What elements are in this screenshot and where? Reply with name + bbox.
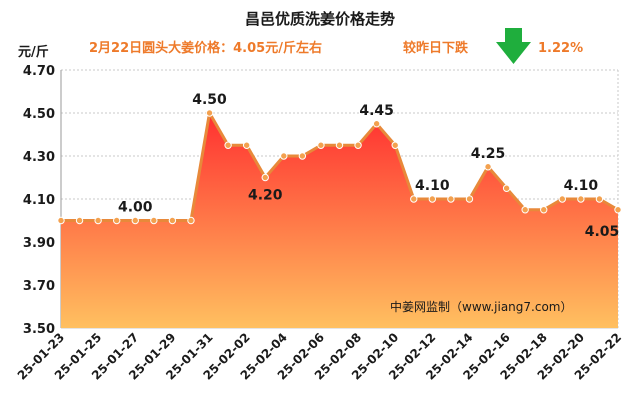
y-tick-label: 4.10	[23, 193, 55, 208]
data-point	[577, 195, 585, 203]
data-point	[94, 216, 102, 225]
data-point	[354, 141, 362, 149]
data-point	[168, 216, 177, 225]
data-label: 4.10	[415, 178, 450, 194]
data-point	[298, 152, 307, 160]
data-point	[428, 195, 437, 203]
data-label: 4.10	[564, 178, 599, 194]
data-label: 4.05	[585, 224, 620, 240]
data-point	[595, 195, 604, 203]
data-point	[280, 152, 288, 160]
data-point	[502, 184, 511, 192]
y-tick-label: 3.50	[23, 322, 55, 337]
x-axis-ticks: 25-01-2325-01-2525-01-2725-01-2925-01-31…	[15, 330, 624, 382]
data-point	[113, 216, 121, 225]
data-point	[484, 163, 492, 171]
y-tick-label: 4.30	[23, 150, 55, 165]
data-point	[57, 216, 65, 225]
data-label: 4.45	[359, 103, 394, 119]
data-label: 4.25	[471, 146, 506, 162]
change-text: 较昨日下跌	[403, 40, 469, 56]
data-point	[614, 206, 622, 214]
change-percent: 1.22%	[538, 41, 583, 56]
data-point	[558, 195, 566, 203]
data-point	[75, 216, 84, 225]
data-point	[242, 141, 251, 149]
data-point	[131, 216, 139, 225]
chart-subtitle: 2月22日圆头大姜价格：4.05元/斤左右	[89, 40, 322, 56]
source-credit: 中姜网监制（www.jiang7.com）	[390, 299, 572, 314]
y-tick-label: 3.90	[23, 236, 55, 251]
data-point	[540, 206, 548, 214]
data-point	[224, 141, 232, 149]
data-point	[187, 216, 195, 225]
data-point	[521, 206, 529, 214]
data-label: 4.20	[248, 188, 283, 204]
chart-title: 昌邑优质洗姜价格走势	[245, 10, 395, 28]
y-tick-label: 4.70	[23, 64, 55, 79]
data-label: 4.50	[192, 92, 227, 108]
data-point	[150, 216, 158, 225]
data-point	[335, 141, 344, 149]
data-point	[261, 173, 269, 182]
y-axis-ticks: 3.50 3.70 3.90 4.10 4.30 4.50 4.70	[23, 64, 55, 337]
data-point	[205, 109, 214, 117]
data-point	[391, 141, 399, 149]
y-tick-label: 4.50	[23, 107, 55, 122]
data-label: 4.00	[118, 200, 153, 216]
data-points	[57, 109, 622, 225]
y-unit-label: 元/斤	[18, 44, 49, 60]
data-point	[372, 120, 381, 128]
down-arrow-icon	[496, 28, 531, 64]
data-labels: 4.00 4.50 4.20 4.45 4.10 4.25 4.10 4.05	[118, 92, 619, 240]
data-point	[465, 195, 474, 203]
y-tick-label: 3.70	[23, 279, 55, 294]
data-point	[447, 195, 455, 203]
data-point	[317, 141, 325, 149]
data-point	[410, 195, 418, 203]
